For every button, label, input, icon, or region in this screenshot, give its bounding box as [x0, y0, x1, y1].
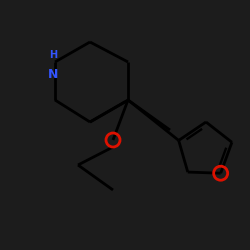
Text: N: N [48, 68, 58, 81]
Text: H: H [49, 50, 57, 60]
